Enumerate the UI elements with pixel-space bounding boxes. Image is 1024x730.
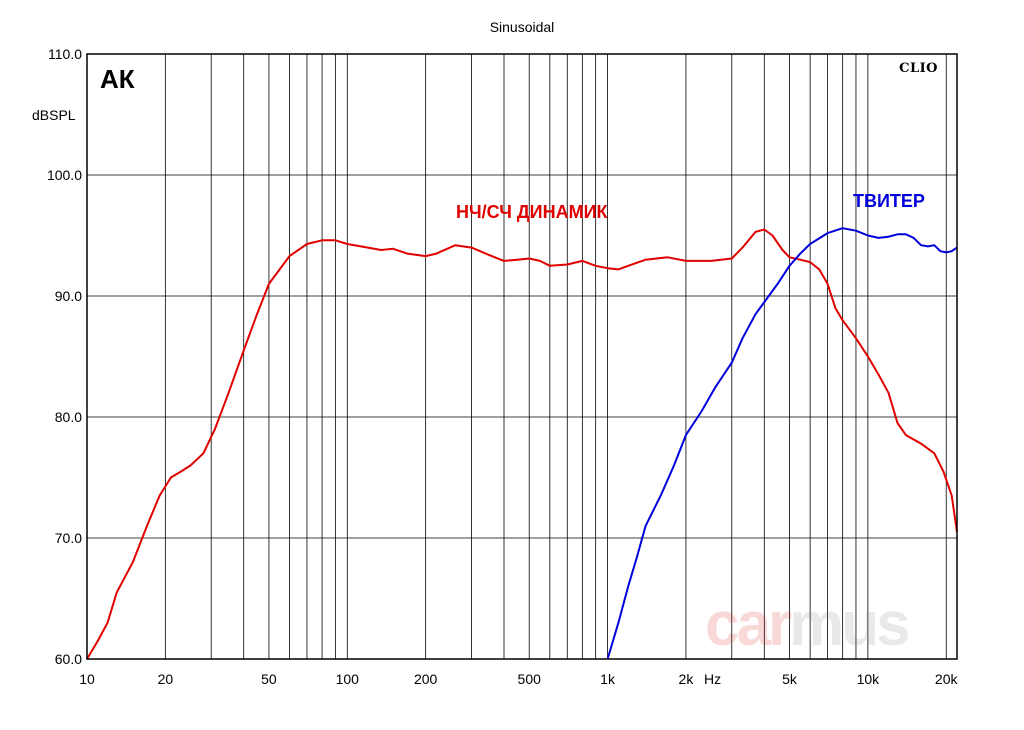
x-tick-label: 20	[158, 671, 174, 687]
carmus-watermark: carmus	[705, 590, 911, 659]
y-tick-label: 80.0	[55, 409, 82, 425]
plot-frame	[86, 53, 958, 660]
y-tick-label: 90.0	[55, 288, 82, 304]
y-axis-label: dBSPL	[32, 107, 76, 123]
svg-text:carmus: carmus	[705, 590, 908, 659]
tweeter-response-line	[606, 227, 958, 660]
grid	[87, 54, 957, 659]
panel-label: АК	[100, 64, 135, 94]
chart-title: Sinusoidal	[490, 19, 555, 35]
y-tick-label: 100.0	[47, 167, 82, 183]
x-tick-label: 20k	[935, 671, 959, 687]
clio-brand: CLIO	[899, 61, 938, 76]
series-label-woofer: НЧ/СЧ ДИНАМИК	[456, 202, 609, 222]
x-axis-label: Hz	[704, 671, 721, 687]
series-label-tweeter: ТВИТЕР	[853, 191, 925, 211]
x-tick-label: 200	[414, 671, 438, 687]
series-lines	[86, 227, 958, 660]
x-tick-label: 500	[518, 671, 542, 687]
y-tick-label: 70.0	[55, 530, 82, 546]
watermark-part1: car	[705, 590, 792, 659]
x-tick-label: 10k	[857, 671, 881, 687]
x-tick-labels: 10 20 50 100 200 500 1k 2k 5k 10k 20k	[79, 671, 958, 687]
woofer-response-line	[86, 228, 958, 660]
y-tick-label: 110.0	[48, 46, 82, 62]
x-tick-label: 2k	[679, 671, 695, 687]
x-tick-label: 100	[336, 671, 360, 687]
x-tick-label: 10	[79, 671, 95, 687]
watermark-part2: mus	[789, 590, 908, 659]
x-tick-label: 1k	[600, 671, 616, 687]
y-tick-label: 60.0	[55, 651, 82, 667]
y-tick-labels: 60.0 70.0 80.0 90.0 100.0 110.0	[47, 46, 82, 667]
x-tick-label: 50	[261, 671, 277, 687]
x-tick-label: 5k	[782, 671, 798, 687]
